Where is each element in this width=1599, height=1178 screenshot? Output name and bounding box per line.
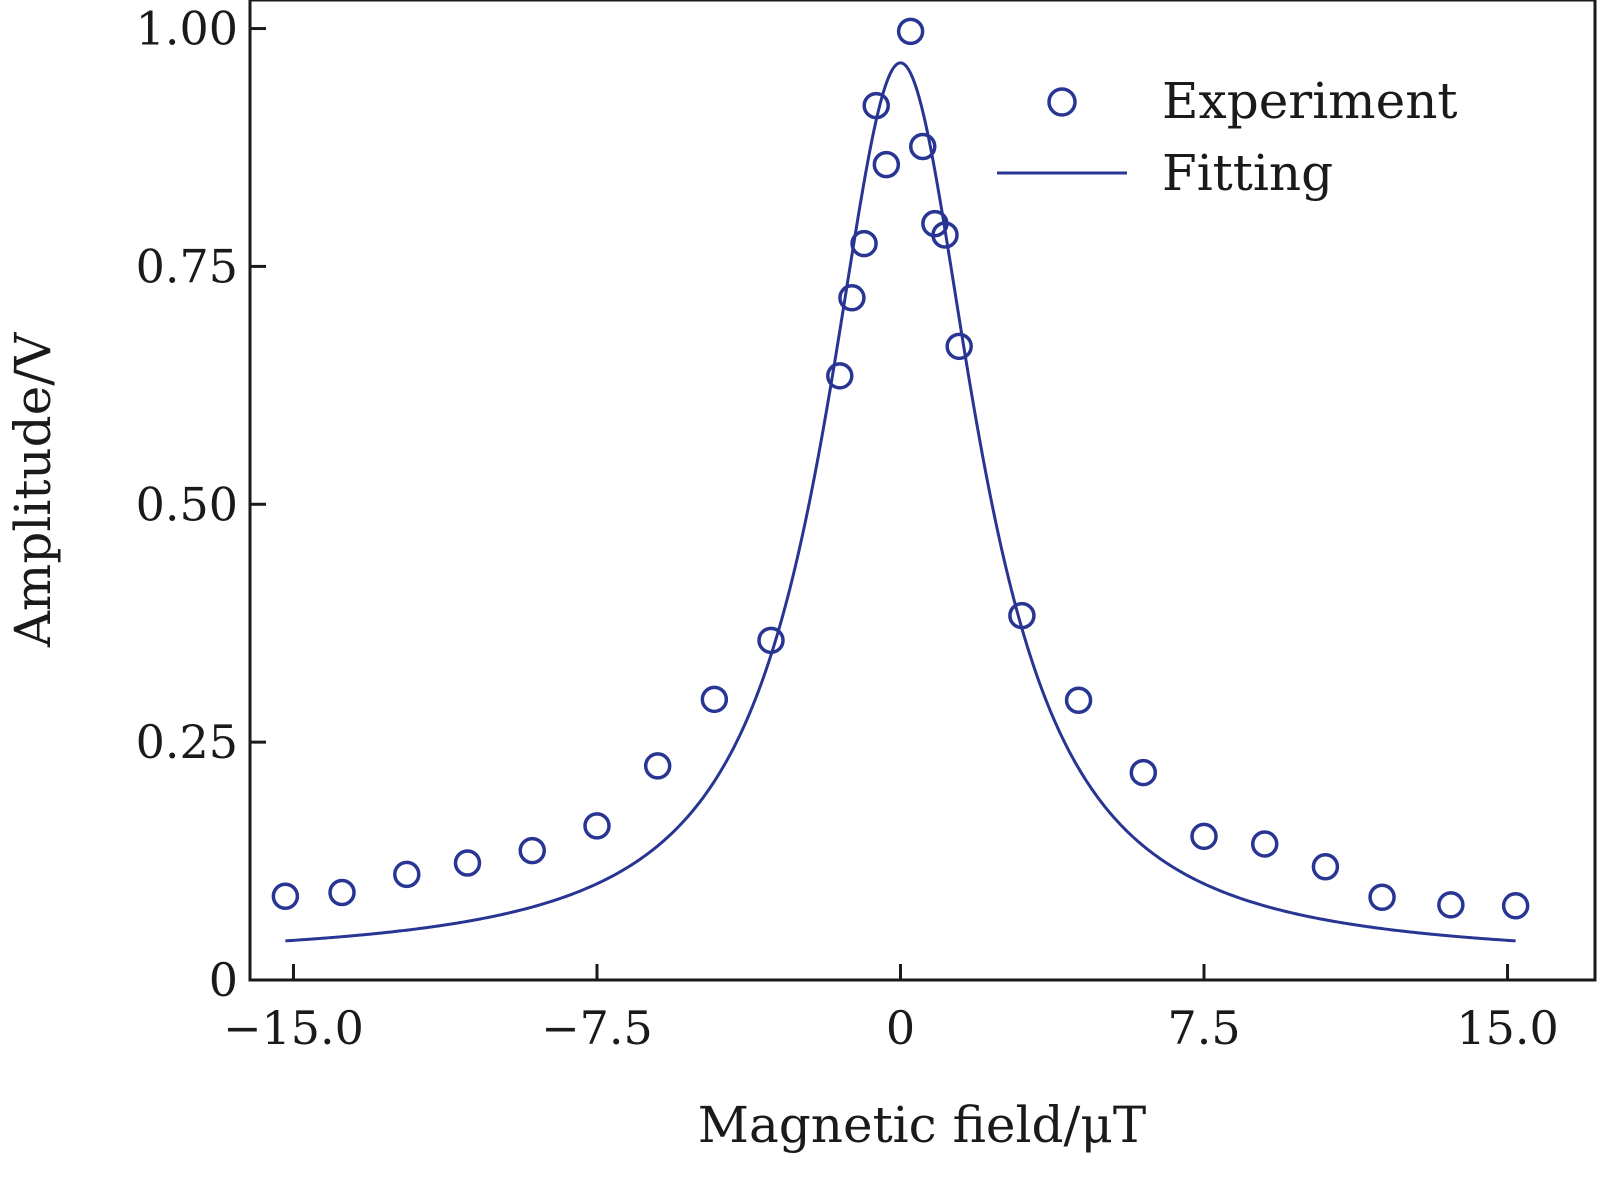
experiment-point — [757, 626, 785, 655]
legend-marker-experiment — [1047, 87, 1077, 117]
legend-label-experiment: Experiment — [1162, 72, 1457, 130]
plot-frame — [248, 0, 1597, 982]
experiment-point — [826, 362, 854, 390]
x-tick-label: −15.0 — [223, 1001, 364, 1055]
experiment-point — [896, 17, 925, 46]
x-axis-title: Magnetic field/μT — [698, 1096, 1146, 1154]
experiment-point — [453, 849, 482, 877]
x-tick-label: 15.0 — [1456, 1001, 1558, 1055]
experiment-point — [271, 882, 300, 911]
experiment-point — [700, 685, 729, 714]
experiment-point — [583, 812, 611, 840]
y-tick-label: 0 — [209, 953, 238, 1007]
experiment-point — [643, 752, 672, 780]
experiment-point — [328, 878, 356, 907]
fitting-series — [285, 61, 1516, 943]
experiment-point — [931, 221, 959, 249]
x-tick-label: 0 — [886, 1001, 915, 1055]
experiment-point — [393, 860, 421, 889]
experiment-point — [1501, 892, 1530, 920]
experiment-point — [862, 91, 890, 120]
experiment-series — [271, 17, 1530, 920]
experiment-point — [838, 284, 866, 312]
y-tick-label: 0.75 — [136, 239, 238, 293]
x-axis: −15.0 −7.5 0 7.5 15.0 — [223, 964, 1559, 1055]
y-axis: 0 0.25 0.50 0.75 1.00 — [136, 2, 266, 1007]
experiment-point — [945, 332, 973, 361]
y-tick-label: 0.50 — [136, 477, 238, 531]
experiment-point — [1368, 883, 1396, 911]
legend-label-fitting: Fitting — [1162, 144, 1333, 202]
experiment-point — [1250, 830, 1279, 858]
x-tick-label: −7.5 — [541, 1001, 653, 1055]
experiment-point — [1190, 822, 1218, 851]
y-tick-label: 1.00 — [136, 2, 238, 56]
experiment-point — [850, 229, 878, 258]
experiment-point — [1008, 601, 1036, 630]
y-tick-label: 0.25 — [136, 715, 238, 769]
y-axis-title: Amplitude/V — [4, 332, 62, 648]
experiment-point — [872, 150, 901, 179]
experiment-point — [1129, 758, 1158, 787]
experiment-point — [909, 132, 937, 161]
legend: Experiment Fitting — [997, 72, 1457, 202]
experiment-point — [1064, 686, 1093, 715]
experiment-point — [1437, 891, 1465, 919]
fitting-line — [285, 61, 1516, 943]
x-tick-label: 7.5 — [1167, 1001, 1240, 1055]
experiment-point — [1311, 853, 1340, 881]
experiment-point — [518, 836, 546, 865]
